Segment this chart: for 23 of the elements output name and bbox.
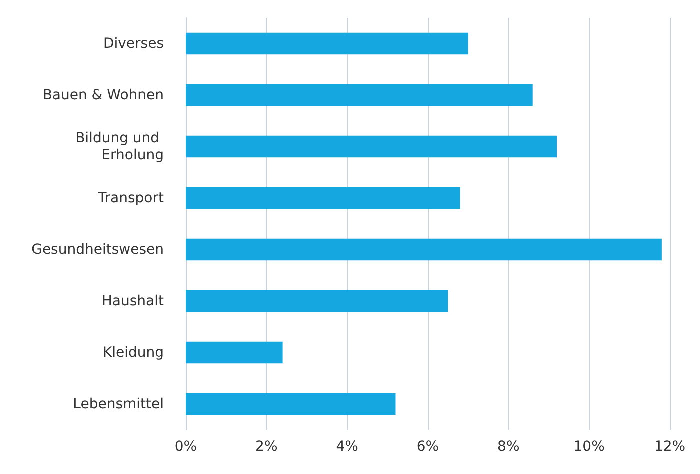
bar <box>186 136 558 158</box>
bar <box>186 84 533 106</box>
y-tick-label: Kleidung <box>102 344 164 361</box>
x-tick-label: 8% <box>498 439 520 455</box>
y-tick-label: Bauen & Wohnen <box>42 87 164 104</box>
x-tick-label: 0% <box>174 439 198 455</box>
bar <box>186 238 662 261</box>
y-tick-label: Gesundheitswesen <box>32 242 164 258</box>
y-tick-label: Lebensmittel <box>73 396 164 412</box>
y-tick-label: Transport <box>97 190 164 206</box>
x-tick-label: 10% <box>574 439 605 455</box>
bar <box>186 290 448 312</box>
x-tick-label: 12% <box>654 439 686 455</box>
bar <box>186 342 283 364</box>
bar <box>186 393 396 416</box>
y-tick-label: Haushalt <box>102 293 165 310</box>
x-tick-label: 4% <box>336 439 358 455</box>
bar <box>186 32 468 55</box>
x-tick-label: 6% <box>416 439 440 455</box>
bar <box>186 187 460 210</box>
y-tick-label: Diverses <box>103 36 164 52</box>
x-tick-label: 2% <box>256 439 278 455</box>
y-tick-label: Bildung und Erholung <box>76 130 164 164</box>
